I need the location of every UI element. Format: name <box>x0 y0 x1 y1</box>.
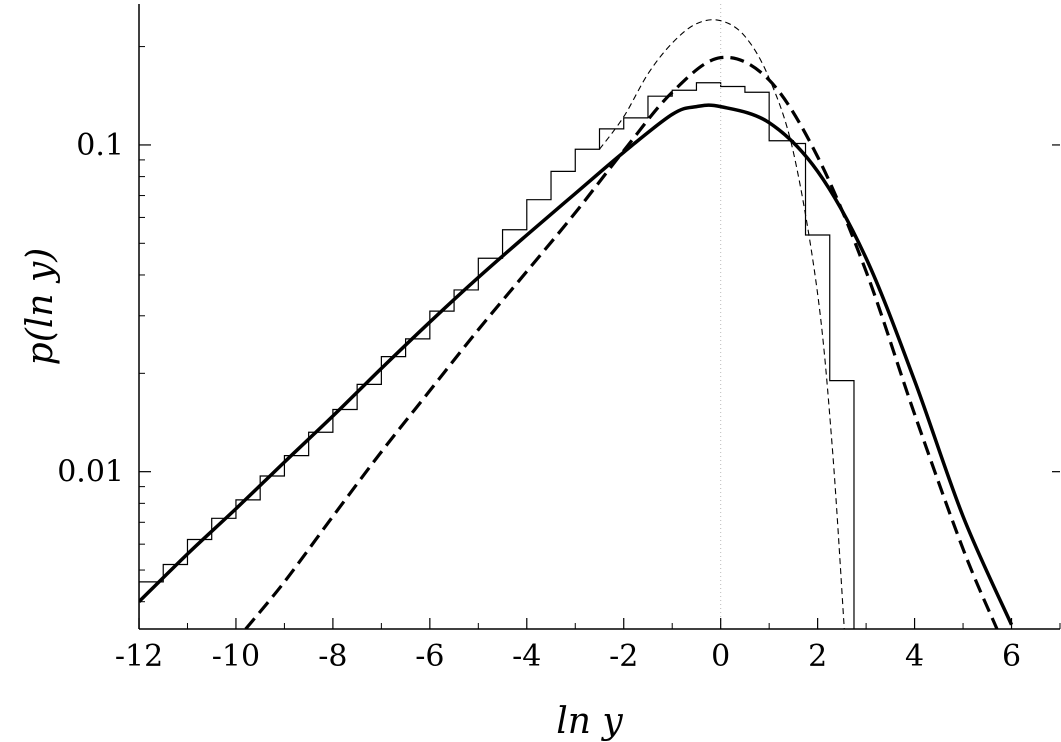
x-tick-label: -8 <box>318 639 347 674</box>
x-tick-label: -12 <box>115 639 163 674</box>
ticks <box>138 46 1061 629</box>
x-tick-label: 6 <box>1002 639 1021 674</box>
series-line-3 <box>599 19 845 629</box>
x-tick-label: 2 <box>808 639 827 674</box>
series-line-1 <box>139 103 1014 626</box>
x-tick-label: -2 <box>609 639 638 674</box>
tick-labels: -12 -10 -8 -6 -4 -2 0 2 4 6 0.01 0.1 <box>57 128 1021 674</box>
axis-titles: ln y p(ln y) <box>20 248 623 742</box>
y-tick-label: 0.01 <box>57 455 124 490</box>
y-tick-label: 0.1 <box>76 128 124 163</box>
x-axis-label: ln y <box>556 701 623 742</box>
series-line-2 <box>244 55 999 629</box>
x-tick-label: -4 <box>512 639 541 674</box>
histogram-outline <box>139 82 855 629</box>
series-group <box>139 19 1014 629</box>
histogram <box>139 4 855 629</box>
y-axis-label: p(ln y) <box>20 248 61 366</box>
x-tick-label: -6 <box>415 639 444 674</box>
axes <box>138 4 1060 630</box>
x-tick-label: 0 <box>711 639 730 674</box>
x-tick-label: -10 <box>212 639 260 674</box>
x-tick-label: 4 <box>905 639 924 674</box>
